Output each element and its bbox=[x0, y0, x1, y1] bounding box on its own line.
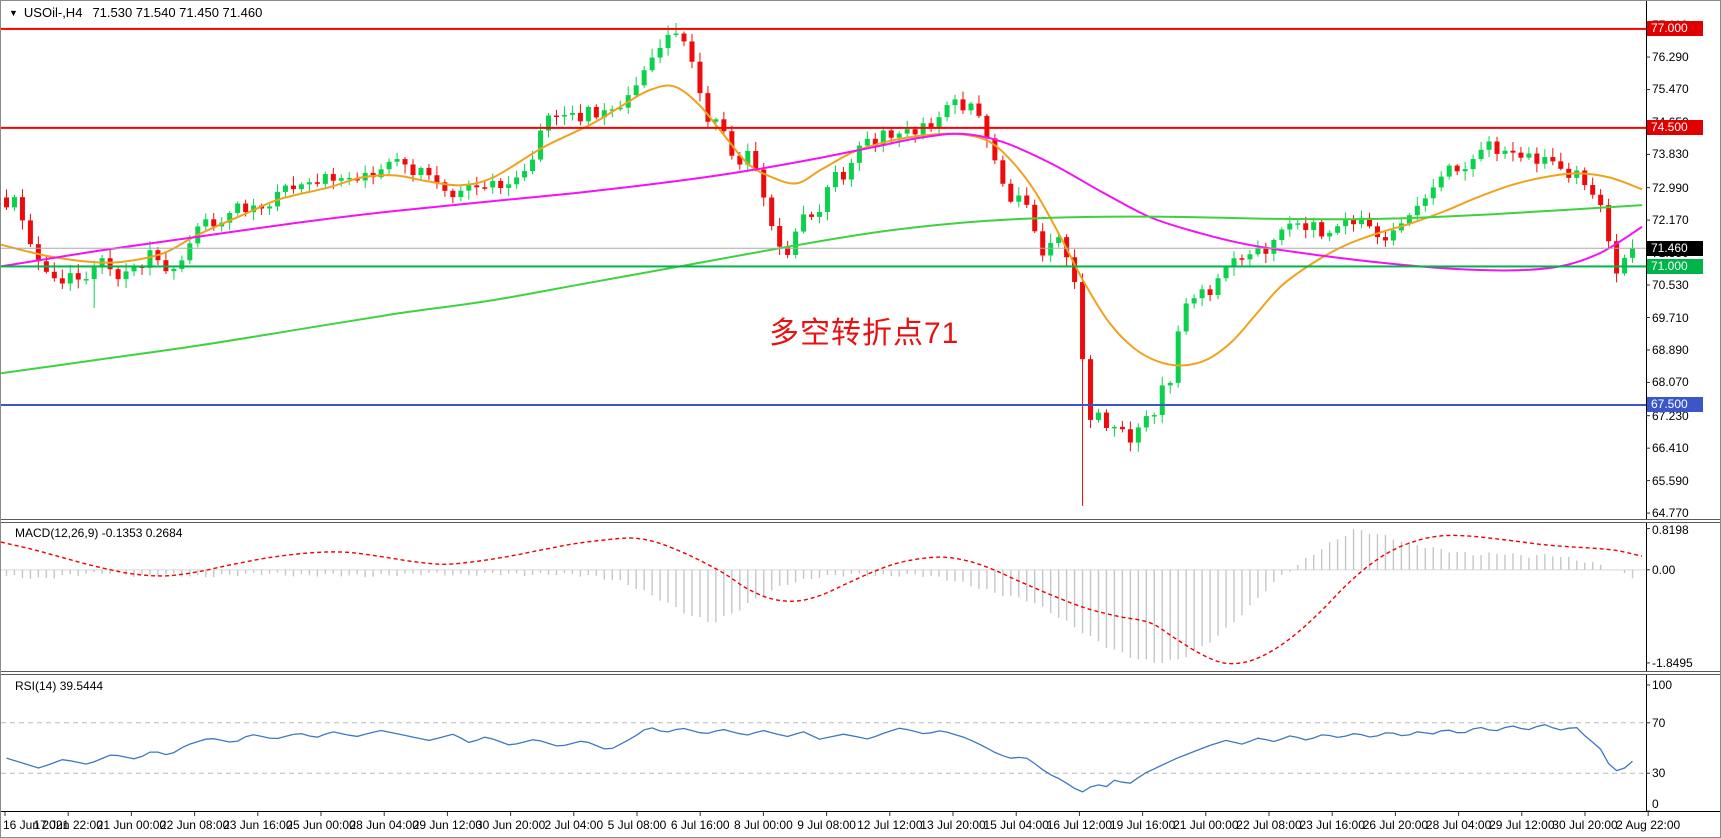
price-tick-label: 68.070 bbox=[1652, 375, 1689, 390]
symbol-timeframe-label: USOil-,H4 bbox=[23, 5, 83, 20]
panel-separator-rsi[interactable] bbox=[1, 671, 1720, 675]
ma-mid-magenta bbox=[1, 132, 1643, 272]
price-badge: 67.500 bbox=[1647, 397, 1703, 413]
time-tick-label: 22 Jun 08:00 bbox=[159, 818, 230, 832]
resistance-74_5[interactable] bbox=[1, 126, 1646, 129]
price-tick-label: 68.890 bbox=[1652, 342, 1689, 357]
time-tick-label: 23 Jul 16:00 bbox=[1299, 818, 1365, 832]
time-tick-label: 15 Jul 04:00 bbox=[983, 818, 1049, 832]
time-tick-label: 17 Jun 22:00 bbox=[33, 818, 103, 832]
time-tick-label: 28 Jun 04:00 bbox=[349, 818, 419, 832]
time-tick-label: 2 Aug 22:00 bbox=[1616, 818, 1681, 832]
time-tick-label: 29 Jul 12:00 bbox=[1489, 818, 1555, 832]
time-tick-label: 19 Jul 16:00 bbox=[1109, 818, 1176, 832]
panel-separator-macd[interactable] bbox=[1, 519, 1720, 523]
time-tick-label: 26 Jul 20:00 bbox=[1362, 818, 1429, 832]
macd-name: MACD(12,26,9) bbox=[15, 526, 99, 540]
time-tick-label: 28 Jul 04:00 bbox=[1425, 818, 1492, 832]
time-tick-label: 2 Jul 04:00 bbox=[544, 818, 604, 832]
current-price-line[interactable] bbox=[1, 247, 1646, 249]
time-tick-label: 21 Jul 00:00 bbox=[1173, 818, 1239, 832]
macd-indicator-label: MACD(12,26,9) -0.1353 0.2684 bbox=[15, 526, 182, 540]
time-tick-label: 8 Jul 00:00 bbox=[734, 818, 793, 832]
time-tick-label: 12 Jul 12:00 bbox=[857, 818, 923, 832]
time-tick-label: 21 Jun 00:00 bbox=[96, 818, 167, 832]
price-tick-label: 69.710 bbox=[1652, 310, 1689, 325]
price-tick-label: 75.470 bbox=[1652, 82, 1689, 97]
chart-title-bar: ▼ USOil-,H4 71.530 71.540 71.450 71.460 bbox=[9, 5, 262, 20]
macd-values: -0.1353 0.2684 bbox=[101, 526, 183, 540]
rsi-indicator-label: RSI(14) 39.5444 bbox=[15, 679, 103, 693]
time-tick-label: 5 Jul 08:00 bbox=[607, 818, 667, 832]
price-tick-label: 72.170 bbox=[1652, 213, 1689, 228]
price-tick-label: 64.770 bbox=[1652, 506, 1689, 521]
ohlc-quote-label: 71.530 71.540 71.450 71.460 bbox=[92, 5, 263, 20]
macd-signal-line bbox=[1, 534, 1643, 665]
support-71[interactable] bbox=[1, 265, 1646, 268]
macd-histogram bbox=[5, 529, 1634, 663]
rsi-tick-label: 30 bbox=[1652, 766, 1666, 781]
time-tick-label: 9 Jul 08:00 bbox=[797, 818, 856, 832]
price-badge: 74.500 bbox=[1647, 120, 1703, 136]
price-tick-label: 70.530 bbox=[1652, 278, 1689, 293]
ma-fast-orange bbox=[1, 84, 1643, 367]
support-67_5[interactable] bbox=[1, 403, 1646, 406]
resistance-77[interactable] bbox=[1, 27, 1646, 30]
price-tick-label: 73.830 bbox=[1652, 147, 1689, 162]
rsi-tick-label: 70 bbox=[1652, 715, 1666, 730]
rsi-tick-label: 0 bbox=[1652, 797, 1659, 811]
time-tick-label: 23 Jun 16:00 bbox=[223, 818, 293, 832]
price-badge: 71.460 bbox=[1647, 240, 1703, 256]
ma-slow-green bbox=[1, 204, 1643, 375]
price-tick-label: 72.990 bbox=[1652, 180, 1689, 195]
price-tick-label: 76.290 bbox=[1652, 50, 1689, 65]
time-tick-label: 6 Jul 16:00 bbox=[670, 818, 730, 832]
rsi-name: RSI(14) bbox=[15, 679, 57, 693]
chevron-down-icon[interactable]: ▼ bbox=[9, 8, 18, 18]
chart-annotation-text: 多空转折点71 bbox=[768, 317, 960, 350]
time-tick-label: 30 Jun 20:00 bbox=[475, 818, 546, 832]
time-tick-label: 25 Jun 00:00 bbox=[286, 818, 356, 832]
price-badge: 77.000 bbox=[1647, 21, 1703, 37]
price-tick-label: 65.590 bbox=[1652, 473, 1689, 488]
time-tick-label: 16 Jun 2021 bbox=[3, 818, 70, 832]
price-badge: 71.000 bbox=[1647, 258, 1703, 274]
time-tick-label: 16 Jul 12:00 bbox=[1046, 818, 1113, 832]
rsi-line bbox=[6, 724, 1633, 793]
macd-tick-label: 0.00 bbox=[1652, 562, 1676, 577]
macd-tick-label: 0.8198 bbox=[1652, 523, 1689, 537]
time-tick-label: 22 Jul 08:00 bbox=[1236, 818, 1302, 832]
time-tick-label: 13 Jul 20:00 bbox=[920, 818, 986, 832]
price-tick-label: 66.410 bbox=[1652, 441, 1689, 456]
rsi-value: 39.5444 bbox=[59, 679, 104, 693]
rsi-tick-label: 100 bbox=[1652, 678, 1673, 692]
time-tick-label: 30 Jul 20:00 bbox=[1552, 818, 1618, 832]
time-tick-label: 29 Jun 12:00 bbox=[412, 818, 483, 832]
macd-tick-label: -1.8495 bbox=[1652, 655, 1693, 670]
